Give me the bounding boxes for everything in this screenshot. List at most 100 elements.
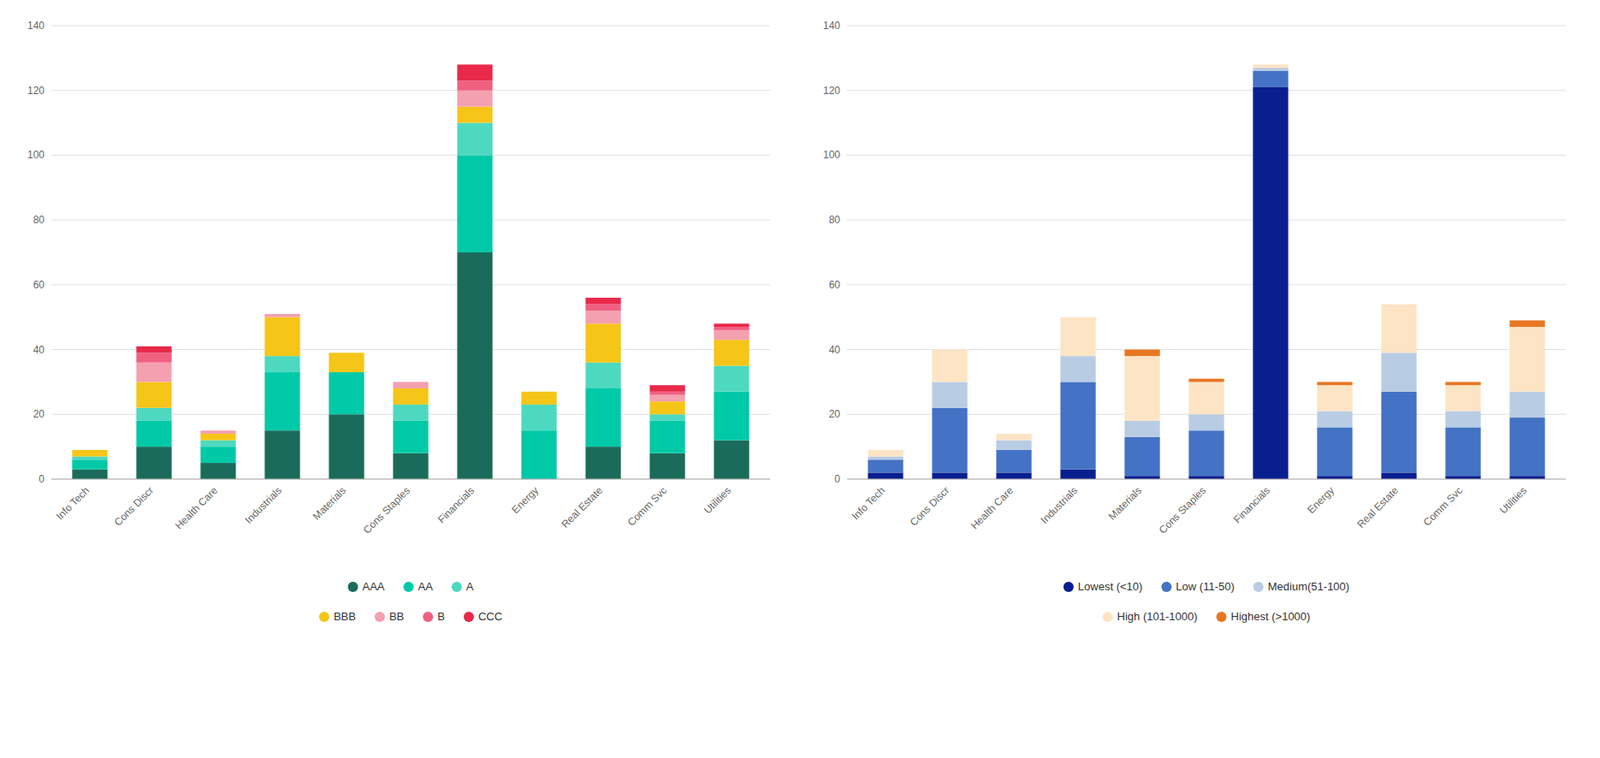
x-tick-label: Financials: [1231, 484, 1273, 526]
bar-segment: [867, 459, 903, 473]
bar-segment: [1124, 420, 1160, 438]
bar-segment: [136, 446, 172, 480]
bar-segment: [713, 339, 749, 366]
legend-swatch: [403, 581, 415, 593]
bar-segment: [931, 472, 967, 480]
bar-segment: [1188, 381, 1224, 415]
bar-segment: [1252, 64, 1288, 68]
legend-swatch: [463, 611, 475, 623]
bar-segment: [585, 388, 621, 447]
bar-segment: [1445, 426, 1481, 476]
bar-segment: [456, 90, 492, 107]
x-tick-label: Financials: [435, 484, 477, 526]
bar-segment: [1316, 411, 1352, 428]
bar-segment: [1188, 379, 1224, 383]
y-tick-label: 60: [33, 278, 46, 291]
x-tick-label: Cons Discr: [112, 484, 156, 528]
bar-segment: [649, 395, 685, 403]
legend-label: BBB: [333, 610, 356, 623]
x-tick-label: Energy: [509, 484, 541, 516]
bar-segment: [1445, 411, 1481, 428]
bar-segment: [200, 430, 236, 434]
x-tick-label: Comm Svc: [625, 484, 670, 528]
legend-label: AAA: [361, 580, 385, 593]
legend-swatch: [1102, 611, 1114, 623]
bar-segment: [392, 404, 428, 421]
bar-segment: [585, 446, 621, 480]
bar-segment: [1316, 385, 1352, 411]
legend: AAAAAABBBBBBCCC: [319, 580, 503, 623]
x-tick-label: Utilities: [1497, 484, 1529, 516]
x-tick-label: Industrials: [1038, 484, 1081, 527]
bar-segment: [200, 446, 236, 463]
x-tick-label: Info Tech: [849, 484, 888, 522]
bar-segment: [392, 381, 428, 383]
bar-segment: [867, 472, 903, 480]
bar-segment: [521, 391, 557, 392]
bar-segment: [328, 352, 364, 373]
x-axis-line: [847, 479, 1566, 480]
bar-segment: [585, 323, 621, 362]
bar-segment: [931, 349, 967, 350]
x-tick-label: Info Tech: [53, 484, 92, 522]
bar-segment: [392, 453, 428, 480]
bar-segment: [995, 440, 1032, 451]
grid-line: [847, 89, 1566, 91]
bar-segment: [71, 450, 107, 457]
bar-segment: [264, 372, 300, 431]
bar-segment: [328, 372, 364, 415]
bar-segment: [1188, 430, 1224, 476]
bar-segment: [649, 414, 685, 421]
bar-segment: [1445, 381, 1481, 386]
bar-segment: [713, 323, 749, 327]
y-tick-label: 120: [823, 84, 841, 97]
bar-segment: [328, 352, 364, 354]
chart-canvas: 020406080100120140Info TechCons DiscrHea…: [0, 0, 1600, 758]
bar-segment: [456, 64, 492, 81]
bar-segment: [200, 433, 236, 441]
bar-segment: [521, 404, 557, 431]
bar-segment: [1509, 475, 1545, 480]
bar-segment: [392, 381, 428, 389]
bar-segment: [456, 123, 492, 156]
bar-segment: [1060, 317, 1096, 356]
y-tick-label: 0: [834, 473, 841, 486]
bar-segment: [1124, 475, 1160, 480]
bar-segment: [649, 453, 685, 480]
x-tick-label: Materials: [310, 484, 349, 522]
x-tick-label: Materials: [1106, 484, 1144, 522]
bar-segment: [713, 326, 749, 331]
chart-panel: 020406080100120140Info TechCons DiscrHea…: [27, 19, 771, 623]
bar-segment: [200, 430, 236, 432]
bar-segment: [521, 391, 557, 405]
bar-segment: [867, 456, 903, 461]
x-tick-label: Cons Discr: [907, 484, 952, 528]
bar-segment: [649, 385, 685, 392]
legend-label: Lowest (<10): [1078, 580, 1144, 593]
legend-label: High (101-1000): [1117, 610, 1198, 623]
grid-line: [51, 25, 771, 27]
y-tick-label: 140: [823, 19, 841, 32]
bar-segment: [136, 420, 172, 447]
y-tick-label: 20: [33, 408, 46, 421]
legend-label: B: [437, 610, 445, 623]
bar-segment: [585, 362, 621, 389]
bar-segment: [585, 297, 621, 305]
bar-segment: [1124, 349, 1160, 357]
grid-line: [847, 25, 1566, 27]
bar-segment: [1060, 316, 1096, 318]
bar-segment: [264, 313, 300, 315]
x-axis-line: [51, 479, 771, 480]
bar-segment: [264, 355, 300, 373]
legend: Lowest (<10)Low (11-50)Medium(51-100)Hig…: [1063, 580, 1350, 623]
bar-segment: [931, 408, 967, 474]
bar-segment: [649, 401, 685, 415]
x-tick-label: Real Estate: [558, 484, 605, 531]
bar-segment: [713, 366, 749, 392]
grid-line: [51, 284, 771, 285]
bar-segment: [136, 362, 172, 383]
bar-segment: [931, 381, 967, 408]
bar-segment: [1316, 381, 1352, 386]
bar-segment: [328, 352, 364, 354]
bar-segment: [1316, 475, 1352, 480]
